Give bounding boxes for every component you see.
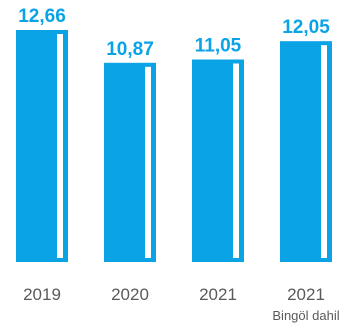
value-label-3: 12,05 (282, 17, 330, 38)
x-axis-tick-group: 2019 2020 2021 2021 Bingöl dahil (23, 285, 340, 323)
bar-group (16, 30, 332, 263)
x-tick-label-1: 2020 (111, 285, 149, 304)
value-label-group: 12,66 10,87 11,05 12,05 (18, 6, 330, 60)
bar-highlight-1 (145, 66, 151, 259)
x-tick-label-2: 2021 (199, 285, 237, 304)
bar-highlight-0 (57, 34, 63, 258)
value-label-1: 10,87 (106, 39, 154, 60)
x-tick-sublabel-3: Bingöl dahil (272, 308, 339, 323)
value-label-0: 12,66 (18, 6, 66, 27)
value-label-2: 11,05 (195, 36, 242, 57)
bar-highlight-2 (233, 63, 239, 258)
x-tick-label-0: 2019 (23, 285, 61, 304)
x-tick-label-3: 2021 (287, 285, 325, 304)
bar-highlight-3 (321, 45, 327, 259)
